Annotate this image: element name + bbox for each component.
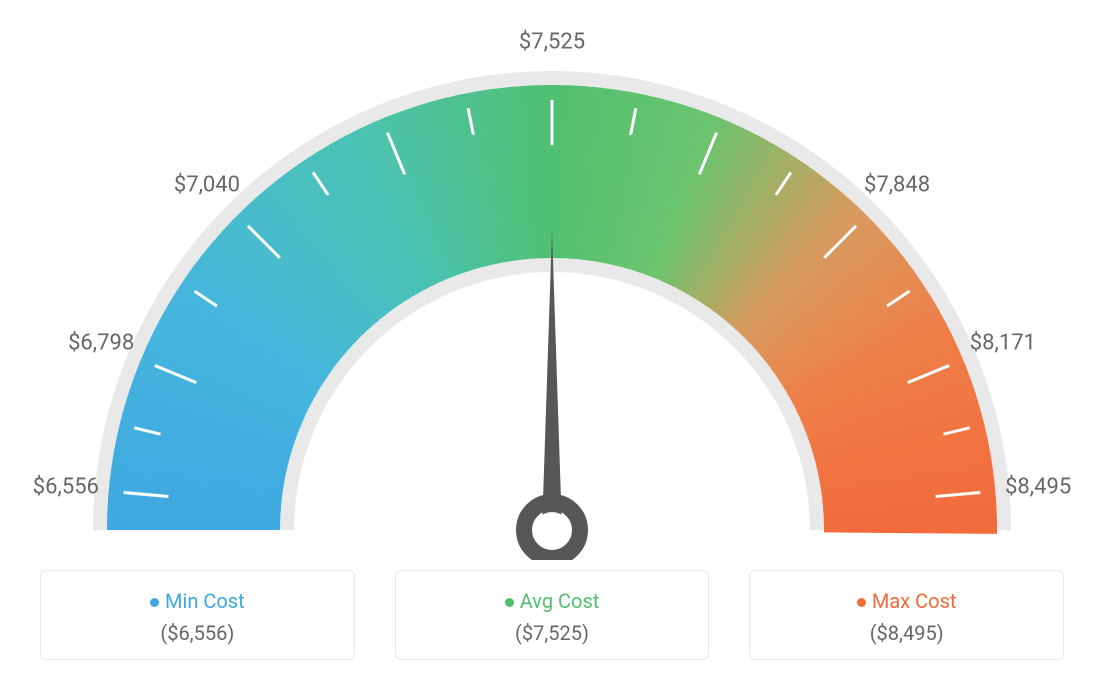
legend-title-max: Max Cost [760, 589, 1053, 613]
gauge-tick-label: $8,171 [970, 331, 1036, 356]
legend-label-min: Min Cost [165, 589, 245, 613]
legend-label-max: Max Cost [872, 589, 957, 613]
legend-dot-max [857, 598, 866, 607]
gauge-tick-label: $6,556 [33, 475, 99, 500]
gauge-tick-label: $7,848 [864, 172, 930, 197]
gauge-tick-label: $7,040 [174, 172, 240, 197]
legend-label-avg: Avg Cost [520, 589, 600, 613]
legend-row: Min Cost ($6,556) Avg Cost ($7,525) Max … [0, 570, 1104, 660]
legend-value-avg: ($7,525) [406, 621, 699, 645]
gauge-tick-label: $6,798 [68, 331, 134, 356]
gauge-chart: $6,556 $6,798 $7,040 $7,525 $7,848 $8,171 $8,4… [0, 0, 1104, 560]
legend-card-max: Max Cost ($8,495) [749, 570, 1064, 660]
gauge-tick-label: $7,525 [519, 30, 585, 55]
legend-dot-min [150, 598, 159, 607]
legend-title-avg: Avg Cost [406, 589, 699, 613]
gauge-tick-label: $8,495 [1005, 475, 1071, 500]
legend-value-min: ($6,556) [51, 621, 344, 645]
gauge-svg [0, 0, 1104, 560]
legend-value-max: ($8,495) [760, 621, 1053, 645]
legend-dot-avg [505, 598, 514, 607]
legend-card-min: Min Cost ($6,556) [40, 570, 355, 660]
legend-title-min: Min Cost [51, 589, 344, 613]
legend-card-avg: Avg Cost ($7,525) [395, 570, 710, 660]
